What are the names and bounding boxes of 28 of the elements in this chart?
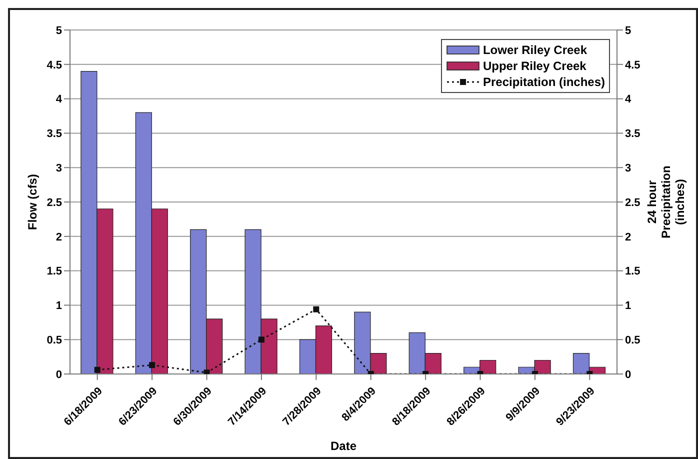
y2-tick-label: 0.5 (625, 334, 640, 347)
y-tick-label: 1 (56, 300, 62, 312)
y2-tick-label: 4 (625, 94, 632, 106)
y2-tick-label: 4.5 (625, 59, 640, 72)
y2-tick-label: 2.5 (625, 196, 640, 209)
y-tick-label: 4.5 (46, 59, 62, 72)
y2-tick-label: 3.5 (625, 128, 640, 140)
x-axis-title: Date (330, 439, 357, 453)
y2-tick-label: 2 (625, 231, 632, 244)
y-tick-label: 2 (56, 231, 62, 244)
y-tick-label: 1.5 (46, 266, 62, 278)
y2-tick-label: 1.5 (625, 266, 640, 278)
legend-label: Lower Riley Creek (482, 42, 588, 58)
y-tick-label: 3.5 (46, 128, 62, 140)
legend-label: Upper Riley Creek (482, 58, 586, 74)
y-tick-label: 5 (56, 24, 62, 37)
y2-tick-label: 0 (625, 368, 632, 381)
y-tick-label: 4 (56, 94, 63, 106)
y-tick-label: 3 (56, 162, 62, 175)
y-tick-label: 0 (56, 368, 62, 381)
y-tick-label: 0.5 (46, 334, 62, 347)
legend-label: Precipitation (inches) (482, 74, 605, 90)
y2-tick-label: 5 (625, 24, 632, 37)
y-tick-label: 2.5 (46, 196, 62, 209)
y2-tick-label: 3 (625, 162, 632, 175)
y-axis-title: Flow (cfs) (25, 174, 40, 230)
y2-axis-title: 24 hour Precipitation (inches) (645, 166, 687, 238)
y2-tick-label: 1 (625, 300, 632, 312)
